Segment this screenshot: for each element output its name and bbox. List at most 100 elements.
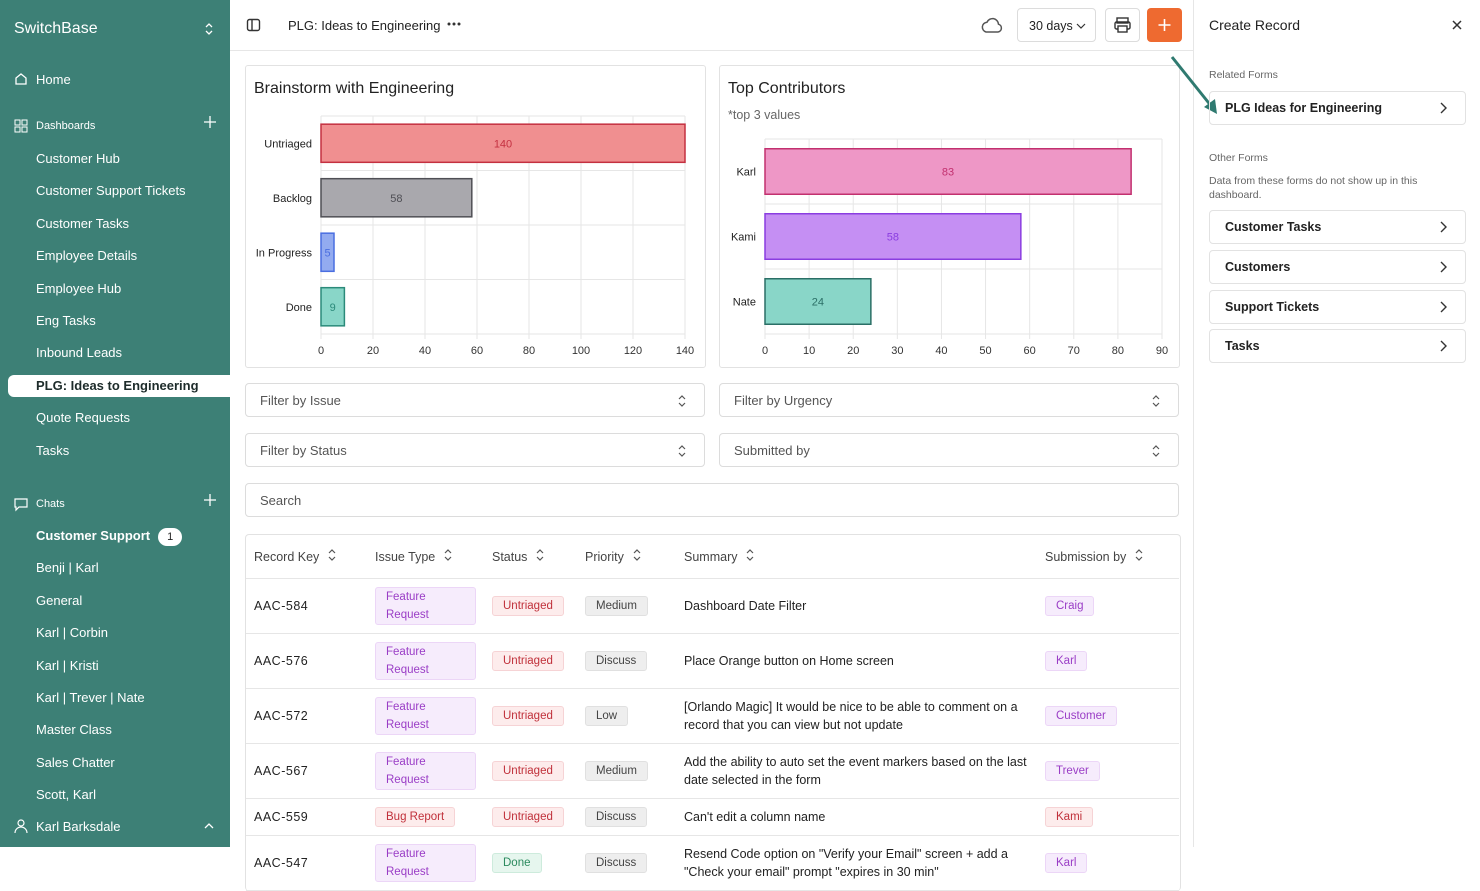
form-button[interactable]: Customer Tasks: [1209, 210, 1466, 244]
x-tick-label: 40: [935, 345, 947, 357]
x-tick-label: 40: [419, 345, 431, 357]
add-dashboard: [204, 116, 216, 128]
form-button[interactable]: Tasks: [1209, 329, 1466, 364]
tag: Craig: [1045, 596, 1095, 616]
filter-select[interactable]: Filter by Status: [245, 433, 705, 467]
sort-icon: [747, 548, 754, 561]
nav-item[interactable]: Home: [36, 72, 71, 87]
print-button[interactable]: [1105, 8, 1140, 42]
chart-title: Top Contributors: [728, 80, 845, 97]
chat-item[interactable]: General: [36, 593, 82, 608]
nav-item[interactable]: Inbound Leads: [36, 345, 123, 361]
range-select[interactable]: 30 days: [1017, 8, 1096, 42]
column-title: Summary: [684, 549, 738, 564]
bar: [320, 177, 473, 218]
filter-select[interactable]: Filter by Urgency: [719, 383, 1179, 417]
table-cell: AAC-572: [246, 688, 367, 744]
y-tick-label: In Progress: [256, 247, 313, 259]
column-header[interactable]: Summary: [676, 535, 1037, 579]
more-menu[interactable]: [446, 18, 462, 30]
table-wrap: Record Key Issue Type Status Priority Summar…: [245, 534, 1181, 891]
filter-select[interactable]: Submitted by: [719, 433, 1179, 467]
chat-item[interactable]: Benji | Karl: [36, 560, 99, 575]
y-tick-label: Nate: [733, 297, 756, 309]
chat-item[interactable]: Scott, Karl: [36, 787, 96, 802]
form-button[interactable]: Customers: [1209, 249, 1466, 284]
x-tick-label: 30: [891, 345, 903, 357]
form-name: Customer Tasks: [1225, 220, 1322, 234]
y-tick-label: Untriaged: [264, 138, 312, 150]
tag: Feature Request: [375, 697, 476, 735]
sort-icon: [444, 548, 452, 561]
record-key: AAC-572: [254, 709, 309, 723]
filter-select[interactable]: Filter by Issue: [245, 383, 705, 417]
panel-title: Create Record: [1209, 17, 1301, 33]
search-input[interactable]: Search: [245, 483, 1179, 517]
x-tick-label: 80: [523, 345, 535, 357]
tag: Feature Request: [375, 752, 476, 790]
nav-item[interactable]: Customer Tasks: [36, 215, 129, 231]
table-row[interactable]: AAC-567 Feature Request Untriaged Medium Add…: [246, 743, 1179, 799]
column-header[interactable]: Submission by: [1037, 535, 1179, 579]
table-row[interactable]: AAC-572 Feature Request Untriaged Low [Orlan…: [246, 688, 1179, 744]
sidebar-toggle[interactable]: [246, 17, 262, 33]
chat-item[interactable]: Karl | Trever | Nate: [36, 690, 145, 705]
summary: Dashboard Date Filter: [684, 599, 807, 613]
panel-note: Data from these forms do not show up in …: [1209, 175, 1418, 201]
filter-label: Filter by Status: [260, 443, 347, 458]
select-chevron: [1152, 395, 1160, 407]
nav-item[interactable]: Customer Hub: [36, 151, 120, 166]
tag: Feature Request: [375, 844, 476, 882]
chat-item[interactable]: Karl | Kristi: [36, 658, 99, 673]
header-row: Record Key Issue Type Status Priority Summar…: [246, 535, 1179, 579]
table-row[interactable]: AAC-576 Feature Request Untriaged Discuss Pl…: [246, 633, 1179, 689]
nav-item[interactable]: Eng Tasks: [36, 313, 96, 328]
tag: Karl: [1045, 853, 1088, 873]
table-cell: Medium: [577, 743, 676, 799]
y-tick-label: Kami: [731, 232, 756, 244]
chat-name: Master Class: [36, 722, 112, 738]
columns: [246, 535, 1179, 891]
sync-icon[interactable]: [980, 16, 1004, 36]
table-row[interactable]: AAC-584 Feature Request Untriaged Medium Das…: [246, 578, 1179, 634]
value-label: 83: [942, 167, 954, 179]
table-row[interactable]: AAC-559 Bug Report Untriaged Discuss Can't e…: [246, 798, 1179, 836]
nav-item[interactable]: Quote Requests: [36, 410, 130, 426]
add-button[interactable]: [1147, 8, 1182, 42]
nav-item[interactable]: Employee Details: [36, 248, 138, 264]
column: [676, 535, 1037, 891]
column-header[interactable]: Issue Type: [367, 535, 484, 579]
summary: Resend Code option on "Verify your Email…: [684, 847, 1008, 879]
chat-item[interactable]: Sales Chatter: [36, 755, 115, 770]
column: [577, 535, 676, 891]
chat-item[interactable]: Customer Support 1: [36, 528, 183, 546]
table-row[interactable]: AAC-547 Feature Request Done Discuss Resend …: [246, 835, 1179, 891]
chat-name: Karl | Trever | Nate: [36, 690, 145, 705]
column-header[interactable]: Priority: [577, 535, 676, 579]
tag: Medium: [585, 761, 648, 781]
workspace-switch: [205, 23, 213, 35]
nav-item[interactable]: Tasks: [36, 442, 70, 458]
value-label: 58: [390, 193, 402, 205]
nav-item[interactable]: Employee Hub: [36, 280, 122, 296]
tag: Karl: [1045, 651, 1088, 671]
section-label: Dashboards: [36, 120, 96, 132]
nav-item[interactable]: Customer Support Tickets: [36, 183, 186, 199]
column-title: Submission by: [1045, 549, 1127, 564]
chat-item[interactable]: Master Class: [36, 722, 112, 737]
column-title: Issue Type: [375, 549, 436, 564]
column-header[interactable]: Record Key: [246, 535, 367, 579]
form-button[interactable]: Support Tickets: [1209, 289, 1466, 324]
range-label: 30 days: [1029, 19, 1073, 33]
summary: Can't edit a column name: [684, 810, 826, 824]
column-header[interactable]: Status: [484, 535, 577, 579]
user-name[interactable]: Karl Barksdale: [36, 819, 121, 834]
chevron: [1440, 261, 1447, 273]
form-button[interactable]: PLG Ideas for Engineering: [1209, 91, 1466, 125]
summary: Place Orange button on Home screen: [684, 654, 894, 668]
chats-icon: [14, 498, 28, 512]
nav-item[interactable]: PLG: Ideas to Engineering: [8, 374, 230, 397]
summary: [Orlando Magic] It would be nice to be a…: [684, 700, 1018, 732]
chat-item[interactable]: Karl | Corbin: [36, 625, 108, 640]
table-head: Record Key Issue Type Status Priority Summar…: [246, 535, 1179, 579]
